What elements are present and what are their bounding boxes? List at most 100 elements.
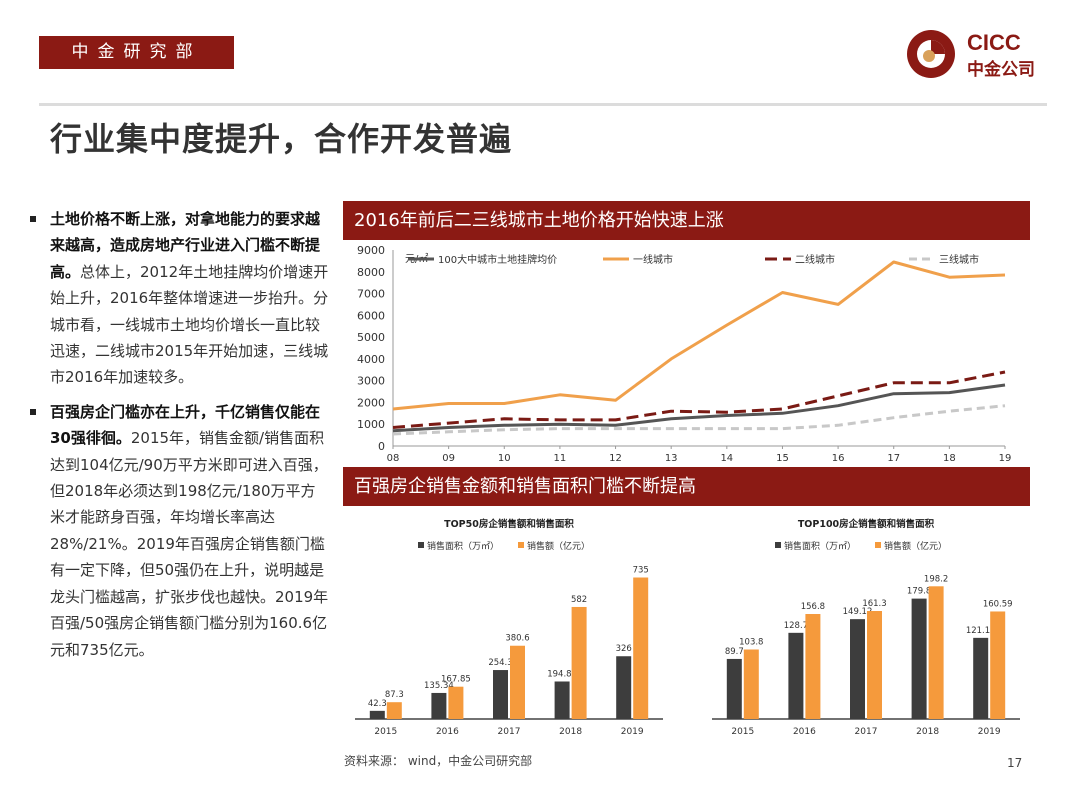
- bar: [554, 681, 570, 719]
- data-label: 103.8: [739, 637, 763, 647]
- y-tick-label: 3000: [357, 375, 385, 388]
- department-tag-label: 中金研究部: [71, 42, 202, 62]
- bar: [928, 586, 944, 719]
- data-label: 149.12: [843, 607, 873, 617]
- chart-title: TOP50房企销售额和销售面积: [444, 518, 574, 530]
- header-divider: [39, 103, 1047, 106]
- data-label: 179.8: [907, 587, 931, 597]
- legend-label: 一线城市: [633, 253, 673, 266]
- cicc-logo: CICC 中金公司: [905, 28, 1055, 80]
- x-tick-label: 2017: [855, 727, 878, 737]
- x-tick-label: 15: [776, 453, 789, 464]
- series-line: [392, 260, 1006, 411]
- logo-text-en: CICC: [967, 30, 1021, 55]
- y-tick-label: 8000: [357, 266, 385, 279]
- chart-title: TOP100房企销售额和销售面积: [798, 518, 935, 530]
- data-label: 326: [616, 644, 632, 654]
- x-tick-label: 12: [609, 453, 622, 464]
- x-tick-label: 2016: [436, 727, 459, 737]
- bar: [867, 610, 882, 719]
- x-tick-label: 09: [442, 453, 455, 464]
- y-tick-label: 4000: [357, 353, 385, 366]
- land-price-line-chart: 0 1000 2000 3000 4000 5000 6000 7000 8000 9000 08 0…: [357, 244, 1012, 464]
- bullet-body: 2015年，销售金额/销售面积达到104亿元/90万平方米即可进入百强，但201…: [50, 429, 329, 659]
- bar: [448, 686, 464, 719]
- x-tick-label: 2018: [559, 727, 582, 737]
- x-tick-label: 2015: [374, 727, 397, 737]
- bar: [571, 606, 587, 719]
- legend-label: 销售面积（万㎡）: [784, 540, 856, 552]
- data-label: 380.6: [505, 634, 529, 644]
- section-title-top100: 百强房企销售金额和销售面积门槛不断提高: [343, 467, 1030, 506]
- x-tick-label: 19: [999, 453, 1012, 464]
- series-line: [392, 370, 1006, 429]
- bullet-lead: 百强房企门槛亦在上升，千亿销售仅能在30强徘徊。: [50, 402, 321, 448]
- legend-label: 二线城市: [795, 253, 835, 266]
- x-tick-label: 17: [887, 453, 900, 464]
- legend-swatch: [775, 542, 781, 548]
- x-tick-label: 2019: [978, 727, 1001, 737]
- source-note: 资料来源： wind，中金公司研究部: [344, 754, 533, 768]
- series-line: [392, 383, 1006, 433]
- bullet-body: 总体上，2012年土地挂牌均价增速开始上升，2016年整体增速进一步抬升。分城市…: [50, 262, 329, 387]
- legend-label: 100大中城市土地挂牌均价: [438, 253, 557, 266]
- bullet-item-land-price: 土地价格不断上涨，对拿地能力的要求越来越高，造成房地产行业进入门槛不断提高。总体…: [30, 206, 330, 391]
- data-label: 135.34: [424, 681, 454, 691]
- bar: [743, 649, 759, 719]
- data-label: 156.8: [801, 602, 825, 612]
- bullet-list: 土地价格不断上涨，对拿地能力的要求越来越高，造成房地产行业进入门槛不断提高。总体…: [30, 206, 330, 671]
- y-tick-label: 9000: [357, 244, 385, 257]
- bar: [805, 614, 821, 719]
- bar: [386, 702, 402, 719]
- x-tick-label: 14: [720, 453, 733, 464]
- data-label: 735: [633, 566, 649, 576]
- data-label: 89.7: [725, 647, 744, 657]
- legend-swatch: [518, 542, 524, 548]
- y-tick-label: 1000: [357, 418, 385, 431]
- legend-label: 销售额（亿元）: [527, 540, 590, 552]
- legend-swatch: [418, 542, 424, 548]
- section-title-land-price: 2016年前后二三线城市土地价格开始快速上涨: [343, 201, 1030, 240]
- data-label: 167.85: [441, 675, 471, 685]
- data-label: 121.19: [966, 626, 996, 636]
- bar: [616, 656, 632, 719]
- x-tick-label: 18: [943, 453, 956, 464]
- x-tick-label: 13: [665, 453, 678, 464]
- bar: [911, 598, 927, 719]
- x-tick-label: 10: [498, 453, 511, 464]
- x-tick-label: 2019: [621, 727, 644, 737]
- legend-label: 销售额（亿元）: [884, 540, 947, 552]
- page-number: 17: [1007, 756, 1023, 770]
- x-tick-label: 2018: [916, 727, 939, 737]
- cicc-logo-mark: [907, 30, 955, 78]
- bar: [510, 645, 525, 719]
- series-line: [392, 404, 1006, 436]
- bar: [369, 710, 385, 719]
- bullet-item-top100: 百强房企门槛亦在上升，千亿销售仅能在30强徘徊。2015年，销售金额/销售面积达…: [30, 399, 330, 663]
- x-tick-label: 2015: [731, 727, 754, 737]
- y-tick-label: 7000: [357, 288, 385, 301]
- bar: [990, 611, 1006, 719]
- x-tick-label: 11: [554, 453, 567, 464]
- legend-swatch: [875, 542, 881, 548]
- y-tick-label: 5000: [357, 331, 385, 344]
- data-label: 198.2: [924, 574, 948, 584]
- bullet-lead: 土地价格不断上涨，对拿地能力的要求越来越高，造成房地产行业进入门槛不断提高。: [50, 210, 321, 281]
- bullet-square-icon: [30, 216, 36, 222]
- data-label: 128.7: [784, 621, 808, 631]
- data-label: 160.59: [983, 599, 1013, 609]
- y-tick-label: 6000: [357, 309, 385, 322]
- data-label: 87.3: [385, 690, 404, 700]
- x-tick-label: 2017: [498, 727, 521, 737]
- x-tick-label: 2016: [793, 727, 816, 737]
- data-label: 582: [571, 595, 587, 605]
- data-label: 254.3: [488, 658, 512, 668]
- bar: [493, 670, 508, 719]
- data-label: 194.87: [547, 669, 577, 679]
- bar: [431, 692, 447, 719]
- data-label: 161.3: [862, 599, 886, 609]
- bar: [788, 632, 804, 719]
- y-tick-label: 2000: [357, 396, 385, 409]
